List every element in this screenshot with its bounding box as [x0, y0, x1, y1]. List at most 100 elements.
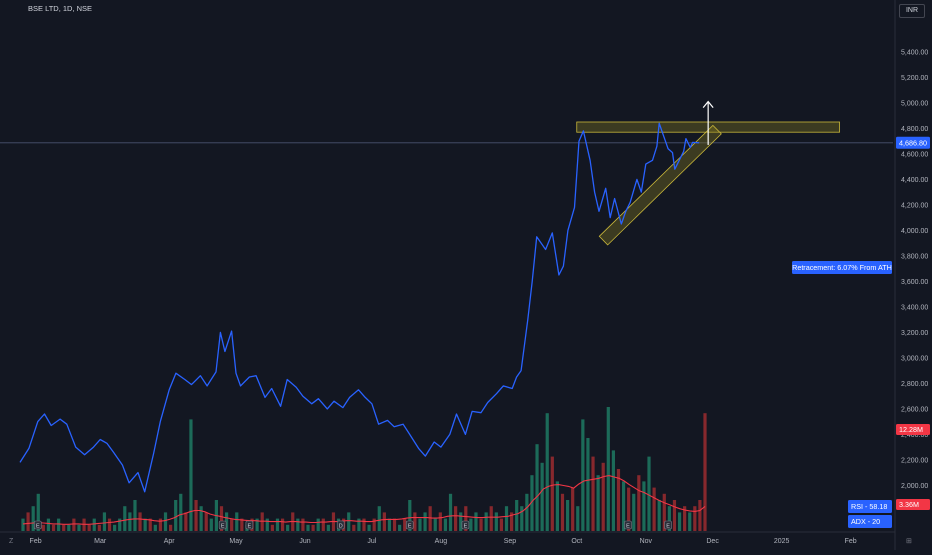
volume-bar: [123, 506, 127, 531]
volume-bar: [107, 518, 112, 531]
volume-bar: [413, 512, 417, 531]
volume-bar: [581, 419, 585, 531]
volume-bar: [280, 518, 285, 531]
volume-bar: [688, 512, 692, 531]
volume-bar: [326, 524, 330, 531]
volume-bar: [530, 475, 534, 531]
volume-bar: [484, 512, 488, 531]
volume-current-label-bg: [896, 424, 930, 435]
volume-bar: [616, 469, 621, 531]
y-tick-label: 4,200.00: [901, 202, 928, 209]
support-trend-channel[interactable]: [598, 124, 722, 246]
volume-bar: [464, 506, 468, 531]
volume-bar: [545, 413, 549, 531]
volume-bar: [321, 518, 325, 531]
volume-bar: [270, 524, 274, 531]
volume-bar: [97, 524, 101, 531]
volume-bar: [316, 518, 320, 531]
volume-ma-line: [22, 475, 706, 525]
volume-bar: [275, 518, 280, 531]
labels-layer: Retracement: 6.07% From ATH 4,686.80 12.28…: [792, 136, 930, 528]
volume-bar: [382, 512, 386, 531]
volume-bar: [560, 493, 565, 531]
volume-bar: [703, 413, 707, 531]
volume-bar: [652, 487, 656, 531]
volume-bar: [606, 407, 610, 531]
timezone-icon[interactable]: Z: [9, 538, 14, 545]
event-marker-label: E: [221, 524, 225, 530]
volume-bar: [474, 512, 478, 531]
volume-bar: [57, 518, 61, 531]
event-marker[interactable]: [218, 520, 227, 530]
volume-bar: [51, 524, 56, 531]
x-tick-label: Mar: [94, 538, 107, 545]
event-marker[interactable]: [624, 520, 632, 530]
volume-ma-label-bg: [896, 499, 930, 510]
volume-bar: [535, 444, 539, 531]
volume-bar: [667, 506, 671, 531]
y-tick-label: 5,000.00: [901, 100, 928, 107]
retracement-label: Retracement: 6.07% From ATH: [792, 263, 892, 272]
volume-bar: [540, 462, 544, 531]
volume-bar: [469, 518, 473, 531]
y-tick-label: 2,000.00: [901, 483, 928, 490]
volume-bar: [428, 506, 432, 531]
volume-bar: [392, 518, 397, 531]
volume-bar: [555, 481, 560, 531]
volume-bar: [591, 456, 595, 531]
axes-layer: 2,000.00 2,200.00 2,400.00 2,600.00 2,800.00…: [30, 49, 929, 545]
volume-bar: [611, 450, 615, 531]
volume-bar: [46, 518, 51, 531]
volume-bar: [438, 512, 442, 531]
x-tick-label: Oct: [571, 538, 582, 545]
y-tick-label: 2,600.00: [901, 406, 928, 413]
volume-bar: [209, 518, 213, 531]
currency-selector[interactable]: INR: [899, 4, 925, 18]
volume-bar: [408, 500, 412, 531]
volume-bar: [240, 518, 244, 531]
volume-bar: [311, 524, 315, 531]
y-tick-label: 2,200.00: [901, 457, 928, 464]
x-tick-label: Sep: [504, 538, 517, 545]
volume-ma-label: 3.36M: [899, 500, 919, 509]
volume-bar: [367, 524, 371, 531]
volume-bar: [194, 500, 198, 531]
volume-bar: [235, 512, 239, 531]
volume-bar: [113, 524, 117, 531]
event-marker[interactable]: [405, 520, 414, 530]
volume-bar: [596, 475, 600, 531]
volume-bar: [525, 493, 529, 531]
chart-settings-icon[interactable]: ⊞: [906, 538, 912, 545]
event-marker[interactable]: [245, 520, 254, 530]
volume-bar: [443, 518, 448, 531]
volume-bar: [520, 506, 524, 531]
event-marker-label: E: [464, 524, 468, 530]
price-line[interactable]: [19, 122, 700, 493]
volume-bar: [128, 512, 132, 531]
volume-bar: [62, 524, 66, 531]
volume-bar: [418, 518, 422, 531]
volume-bar: [479, 518, 483, 531]
x-tick-label: Feb: [845, 538, 857, 545]
volume-bar: [489, 506, 493, 531]
volume-bar: [601, 462, 605, 531]
event-marker[interactable]: [461, 520, 470, 530]
volume-bar: [672, 500, 677, 531]
event-marker[interactable]: [664, 520, 672, 530]
y-tick-label: 2,400.00: [901, 432, 928, 439]
event-marker[interactable]: [336, 520, 345, 530]
volume-bar: [168, 524, 173, 531]
chart-title: BSE LTD, 1D, NSE: [28, 4, 93, 13]
volume-bar: [189, 419, 193, 531]
volume-bar: [698, 500, 702, 531]
projection-arrow-head: [702, 100, 714, 108]
x-tick-label: Aug: [435, 538, 448, 545]
event-marker-label: D: [339, 524, 343, 530]
volume-bar: [571, 487, 575, 531]
event-marker[interactable]: [34, 520, 42, 530]
adx-label: ADX - 20: [851, 517, 880, 526]
volume-bar: [515, 500, 519, 531]
event-marker-label: E: [666, 524, 670, 530]
